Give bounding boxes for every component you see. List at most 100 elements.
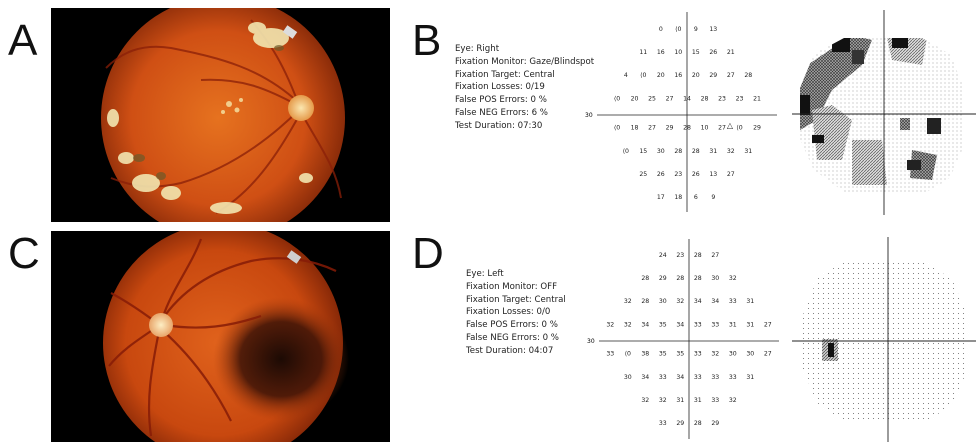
axis-label-30: 30 bbox=[585, 112, 593, 119]
false-neg-errors: False NEG Errors: 6 % bbox=[455, 107, 548, 118]
threshold-value: 29 bbox=[666, 125, 674, 132]
threshold-value: 9 bbox=[694, 26, 698, 33]
threshold-value: 32 bbox=[727, 148, 735, 155]
threshold-value: 33 bbox=[606, 351, 614, 358]
threshold-value: 35 bbox=[659, 351, 667, 358]
threshold-value: 23 bbox=[736, 95, 744, 102]
test-duration: Test Duration: 04:07 bbox=[466, 345, 554, 356]
threshold-value: 13 bbox=[709, 26, 717, 33]
test-info-b: Eye: Right Fixation Monitor: Gaze/Blinds… bbox=[455, 43, 594, 133]
threshold-value: 30 bbox=[729, 351, 737, 358]
threshold-value: 0 bbox=[659, 26, 663, 33]
threshold-value: 33 bbox=[729, 298, 737, 305]
threshold-value: 32 bbox=[659, 397, 667, 404]
threshold-value: 34 bbox=[676, 374, 684, 381]
threshold-value: 33 bbox=[711, 397, 719, 404]
blindspot-marker: △ bbox=[727, 121, 734, 130]
threshold-value: 34 bbox=[694, 298, 702, 305]
fixation-monitor: Fixation Monitor: OFF bbox=[466, 281, 558, 292]
threshold-value: 33 bbox=[694, 321, 702, 328]
threshold-value: 28 bbox=[694, 420, 702, 427]
threshold-value: 32 bbox=[729, 275, 737, 282]
threshold-value: 32 bbox=[711, 351, 719, 358]
threshold-value: 24 bbox=[659, 252, 667, 259]
threshold-value: 33 bbox=[729, 374, 737, 381]
threshold-values-b: 30 0 ⟨0 9 13 11 16 10 15 26 21 4 ⟨0 20 16 20 29 27 28 ⟨0 20… bbox=[585, 12, 777, 212]
threshold-value: 32 bbox=[624, 298, 632, 305]
threshold-value: 10 bbox=[674, 49, 682, 56]
panel-label-c: C bbox=[8, 229, 40, 278]
panel-label-b: B bbox=[412, 16, 442, 65]
threshold-value: 29 bbox=[676, 420, 684, 427]
threshold-value: 28 bbox=[674, 148, 682, 155]
threshold-value: 14 bbox=[683, 95, 691, 102]
threshold-value: 27 bbox=[648, 125, 656, 132]
threshold-value: 18 bbox=[631, 125, 639, 132]
threshold-values-d: 30 24 23 28 27 28 29 28 28 30 32 32 28 30 32 34 34 33 31 3… bbox=[587, 239, 779, 439]
fundus-photo-c bbox=[51, 231, 390, 442]
threshold-value: 21 bbox=[727, 49, 735, 56]
false-pos-errors: False POS Errors: 0 % bbox=[466, 320, 558, 331]
threshold-value: 34 bbox=[676, 321, 684, 328]
threshold-value: 29 bbox=[709, 72, 717, 79]
threshold-value: 33 bbox=[659, 374, 667, 381]
threshold-value: ⟨0 bbox=[623, 148, 629, 155]
threshold-value: 28 bbox=[641, 275, 649, 282]
threshold-value: 33 bbox=[694, 351, 702, 358]
threshold-value: 23 bbox=[718, 95, 726, 102]
threshold-value: 34 bbox=[711, 298, 719, 305]
threshold-value: 27 bbox=[727, 72, 735, 79]
threshold-value: 28 bbox=[694, 252, 702, 259]
threshold-value: 17 bbox=[657, 194, 665, 201]
threshold-value: 31 bbox=[676, 397, 684, 404]
threshold-value: 23 bbox=[676, 252, 684, 259]
threshold-value: 27 bbox=[764, 351, 772, 358]
threshold-value: 33 bbox=[659, 420, 667, 427]
threshold-value: 26 bbox=[709, 49, 717, 56]
threshold-value: 26 bbox=[657, 171, 665, 178]
threshold-value: 31 bbox=[709, 148, 717, 155]
threshold-value: 15 bbox=[692, 49, 700, 56]
threshold-value: 33 bbox=[694, 374, 702, 381]
grayscale-map-b bbox=[792, 10, 976, 215]
threshold-value: 30 bbox=[659, 298, 667, 305]
threshold-value: ⟨0 bbox=[736, 125, 742, 132]
threshold-value: 32 bbox=[676, 298, 684, 305]
false-neg-errors: False NEG Errors: 0 % bbox=[466, 332, 559, 343]
threshold-value: 31 bbox=[746, 321, 754, 328]
threshold-value: 28 bbox=[694, 275, 702, 282]
threshold-value: 20 bbox=[692, 72, 700, 79]
threshold-value: 38 bbox=[641, 351, 649, 358]
threshold-value: 28 bbox=[701, 95, 709, 102]
threshold-value: 4 bbox=[624, 72, 628, 79]
threshold-value: 33 bbox=[711, 374, 719, 381]
threshold-value: 16 bbox=[674, 72, 682, 79]
threshold-value: 6 bbox=[694, 194, 698, 201]
axis-label-30: 30 bbox=[587, 338, 595, 345]
fixation-monitor: Fixation Monitor: Gaze/Blindspot bbox=[455, 56, 595, 67]
eye-label: Eye: Left bbox=[466, 269, 504, 279]
panel-label-d: D bbox=[412, 229, 444, 278]
threshold-value: 21 bbox=[753, 95, 761, 102]
threshold-value: 16 bbox=[657, 49, 665, 56]
threshold-value: 31 bbox=[746, 298, 754, 305]
threshold-value: 30 bbox=[746, 351, 754, 358]
fundus-photo-a bbox=[51, 8, 390, 222]
threshold-value: 27 bbox=[666, 95, 674, 102]
threshold-value: ⟨0 bbox=[625, 351, 631, 358]
threshold-value: 28 bbox=[676, 275, 684, 282]
threshold-value: 10 bbox=[701, 125, 709, 132]
threshold-value: 31 bbox=[744, 148, 752, 155]
test-info-d: Eye: Left Fixation Monitor: OFF Fixation… bbox=[466, 268, 566, 358]
threshold-value: 15 bbox=[639, 148, 647, 155]
fixation-losses: Fixation Losses: 0/0 bbox=[466, 307, 551, 318]
threshold-value: ⟨0 bbox=[675, 26, 681, 33]
threshold-value: 18 bbox=[674, 194, 682, 201]
threshold-value: 29 bbox=[753, 125, 761, 132]
threshold-value: 25 bbox=[648, 95, 656, 102]
fundus-image-right-eye bbox=[51, 8, 390, 222]
threshold-value: 32 bbox=[624, 321, 632, 328]
threshold-value: 34 bbox=[641, 321, 649, 328]
threshold-value: 35 bbox=[659, 321, 667, 328]
threshold-value: 32 bbox=[729, 397, 737, 404]
